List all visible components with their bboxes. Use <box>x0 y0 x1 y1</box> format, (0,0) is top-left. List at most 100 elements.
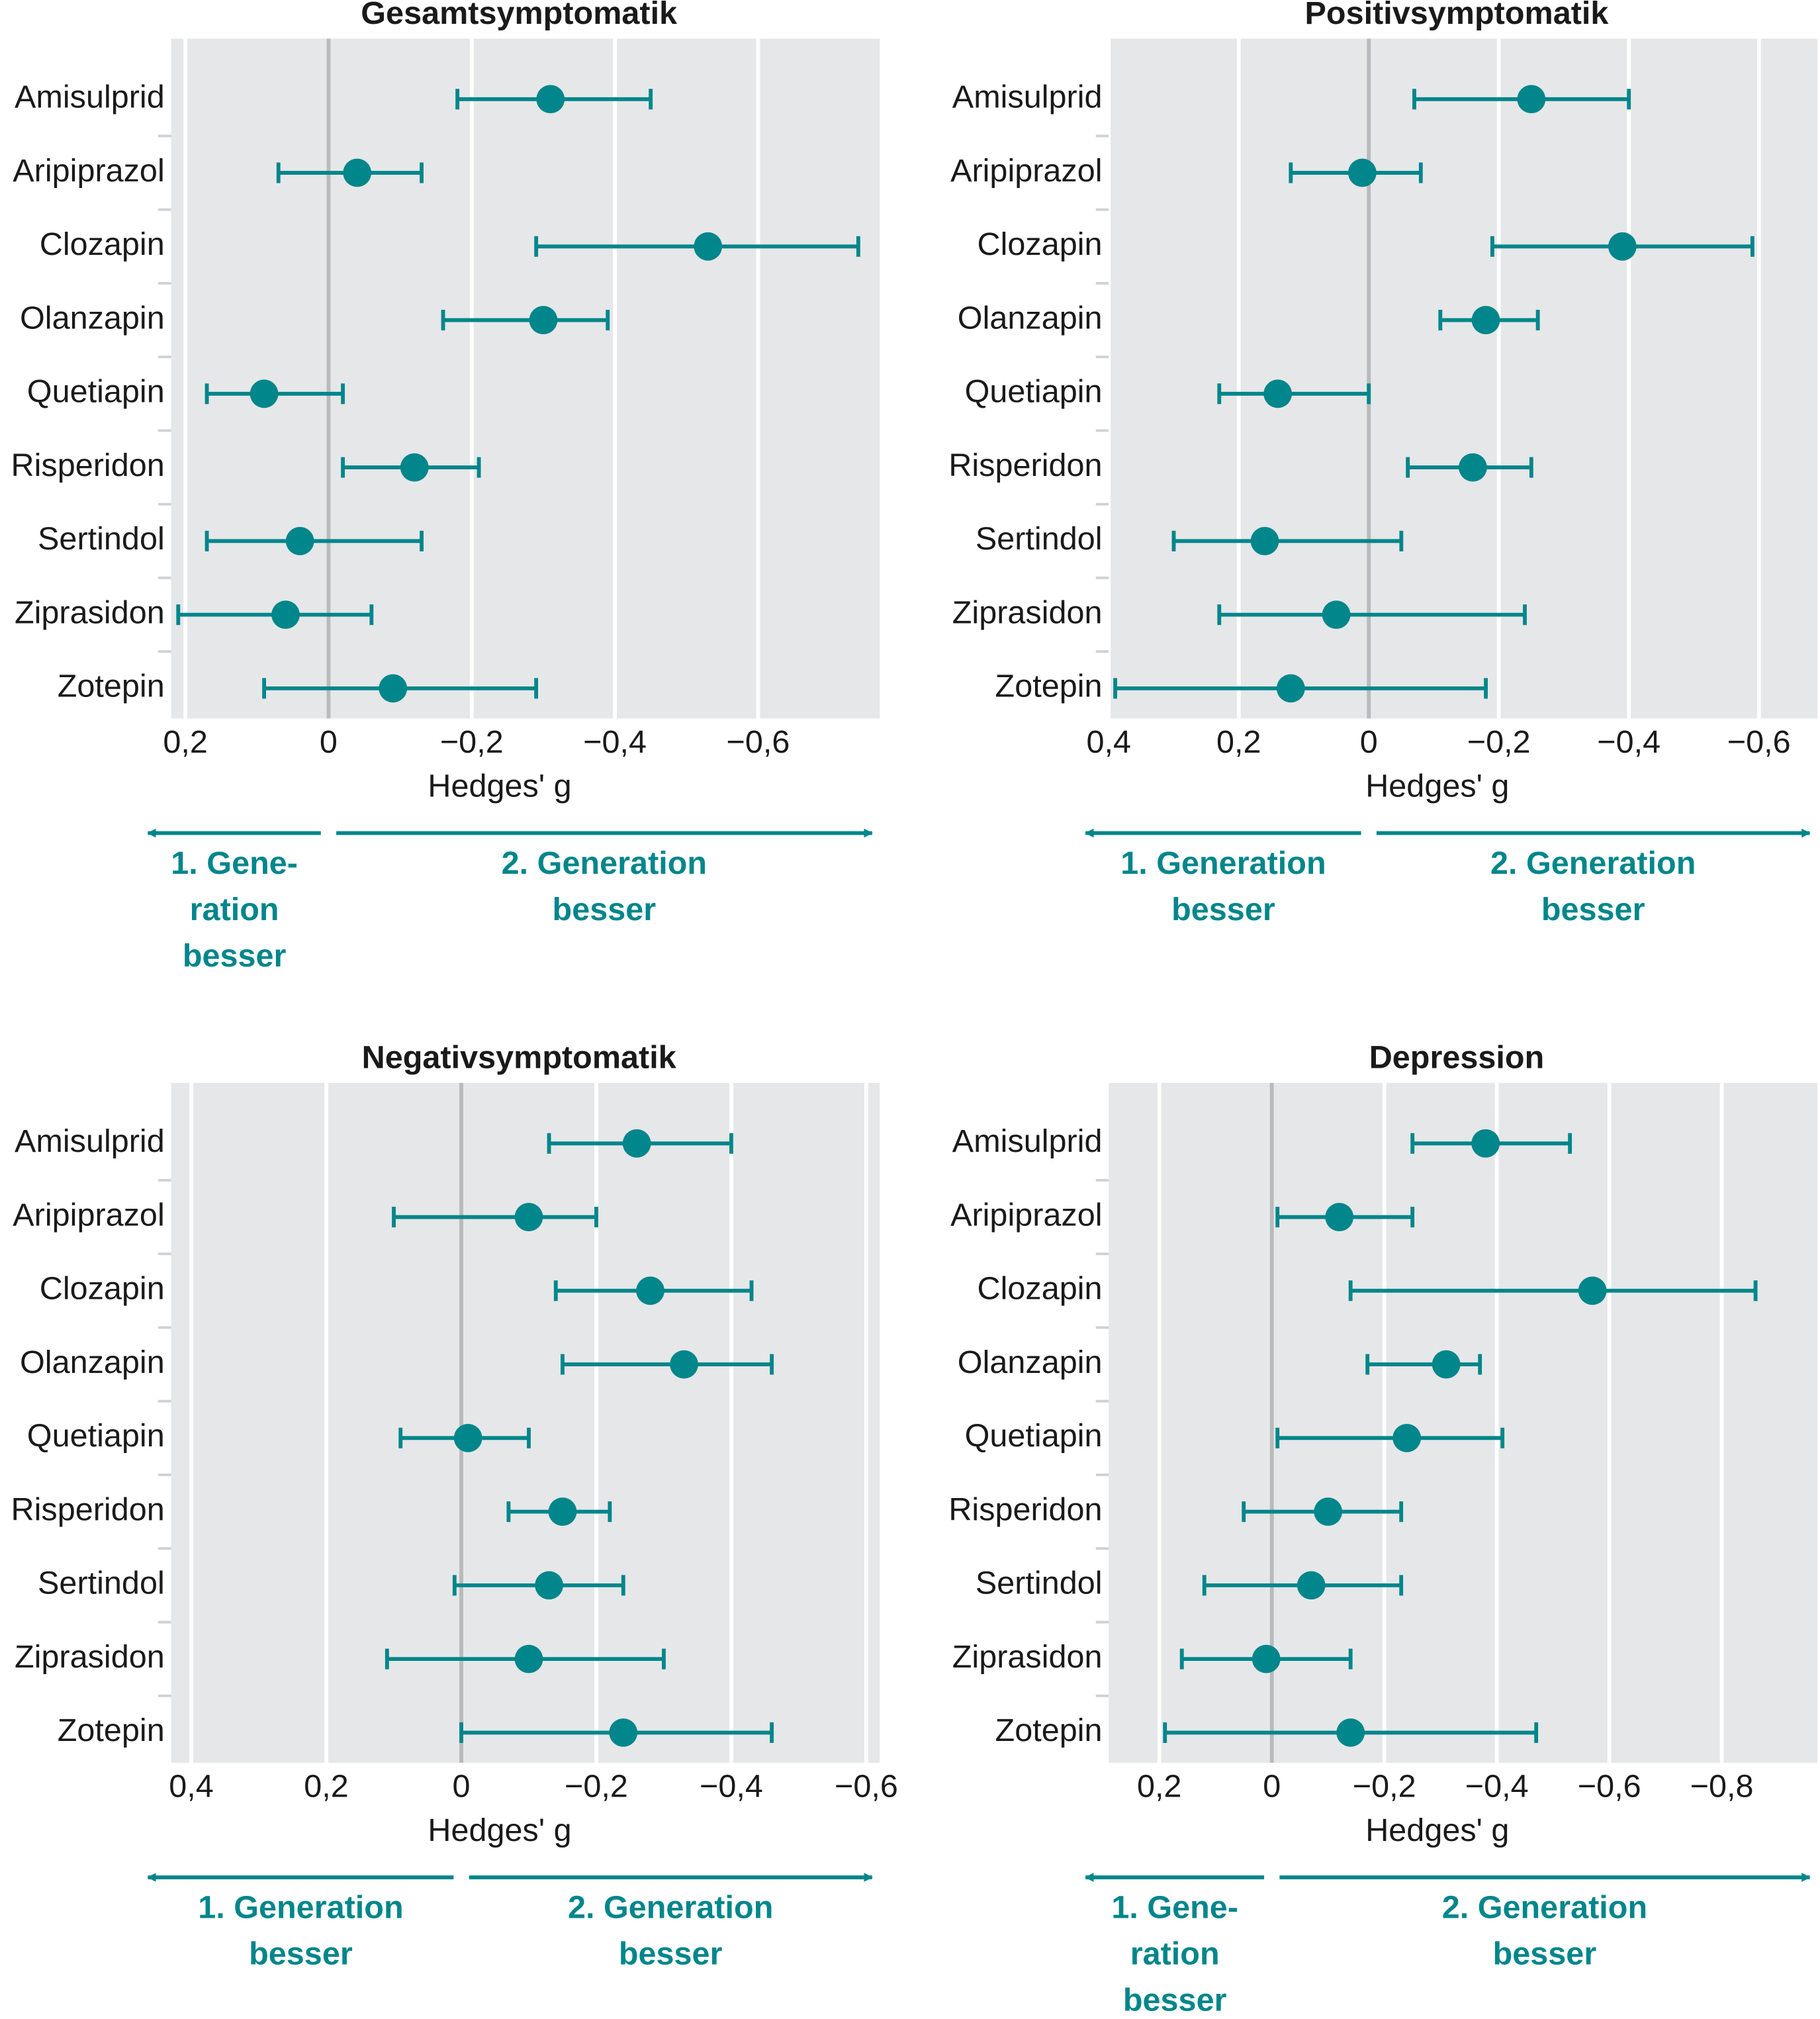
annotation-right: 2. Generation <box>1442 1889 1647 1925</box>
point <box>379 674 408 703</box>
annotation-left: besser <box>183 938 287 974</box>
category-label: Ziprasidon <box>952 594 1103 630</box>
category-label: Amisulprid <box>15 1123 165 1159</box>
annotation-left: ration <box>190 892 279 927</box>
category-label: Aripiprazol <box>13 153 164 189</box>
point <box>343 158 372 187</box>
annotation-right: 2. Generation <box>568 1889 773 1925</box>
category-label: Risperidon <box>11 1491 165 1527</box>
point <box>1471 306 1500 334</box>
point <box>1348 158 1377 187</box>
x-axis-label: Hedges' g <box>428 1812 571 1848</box>
category-label: Aripiprazol <box>950 153 1102 189</box>
annotation-right: besser <box>553 892 657 927</box>
annotation-right: besser <box>619 1936 723 1972</box>
point <box>1314 1497 1343 1526</box>
x-tick-label: −0,6 <box>1578 1769 1641 1805</box>
annotation-right: 2. Generation <box>502 845 707 881</box>
x-tick-label: 0,4 <box>169 1769 214 1805</box>
category-label: Sertindol <box>38 521 165 557</box>
x-tick-label: −0,4 <box>700 1769 763 1805</box>
x-tick-label: 0,4 <box>1086 724 1131 760</box>
plot-background <box>1109 1082 1818 1763</box>
x-tick-label: −0,2 <box>565 1769 628 1805</box>
category-label: Olanzapin <box>958 1344 1103 1380</box>
category-label: Aripiprazol <box>13 1197 164 1233</box>
category-label: Risperidon <box>948 447 1102 483</box>
category-label: Quetiapin <box>27 1418 165 1454</box>
category-label: Olanzapin <box>20 300 165 336</box>
panel-title: Positivsymptomatik <box>1305 0 1610 31</box>
category-label: Zotepin <box>995 669 1103 704</box>
annotation-right: 2. Generation <box>1490 845 1696 881</box>
category-label: Amisulprid <box>952 1123 1103 1159</box>
category-label: Clozapin <box>978 1271 1103 1307</box>
x-tick-label: −0,2 <box>1353 1769 1416 1805</box>
category-label: Clozapin <box>978 226 1103 262</box>
annotation-right: besser <box>1493 1936 1597 1972</box>
category-label: Amisulprid <box>15 79 165 115</box>
annotation-left: ration <box>1130 1936 1220 1972</box>
category-label: Olanzapin <box>958 300 1103 336</box>
category-label: Risperidon <box>948 1491 1102 1527</box>
category-label: Clozapin <box>40 226 165 262</box>
category-label: Ziprasidon <box>15 1639 165 1675</box>
point <box>1263 379 1293 408</box>
category-label: Quetiapin <box>965 1418 1103 1454</box>
x-axis-label: Hedges' g <box>428 768 571 804</box>
point <box>1325 1203 1354 1231</box>
point <box>1250 526 1279 555</box>
annotation-left: besser <box>1123 1983 1227 2018</box>
point <box>609 1718 638 1747</box>
x-tick-label: 0 <box>1360 724 1378 760</box>
x-tick-label: −0,2 <box>440 724 504 760</box>
x-tick-label: −0,2 <box>1467 724 1531 760</box>
annotation-left: 1. Generation <box>198 1889 403 1925</box>
x-axis-label: Hedges' g <box>1365 768 1509 804</box>
point <box>271 600 300 630</box>
point <box>1459 453 1487 482</box>
x-tick-label: 0,2 <box>1137 1769 1182 1805</box>
annotation-left: 1. Gene- <box>171 845 298 881</box>
point <box>1578 1276 1607 1305</box>
category-label: Amisulprid <box>952 79 1103 115</box>
category-label: Ziprasidon <box>952 1639 1103 1675</box>
point <box>1471 1129 1500 1158</box>
category-label: Zotepin <box>995 1713 1103 1748</box>
panel-title: Gesamtsymptomatik <box>361 0 678 31</box>
point <box>535 1571 563 1600</box>
category-label: Aripiprazol <box>950 1197 1102 1233</box>
x-tick-label: −0,4 <box>1597 724 1661 760</box>
annotation-left: besser <box>249 1936 353 1972</box>
x-tick-label: 0 <box>320 724 338 760</box>
x-tick-label: −0,6 <box>835 1769 898 1805</box>
category-label: Sertindol <box>38 1566 165 1601</box>
category-label: Zotepin <box>58 1713 165 1748</box>
x-tick-label: 0 <box>453 1769 471 1805</box>
point <box>1336 1718 1365 1747</box>
x-tick-label: 0,2 <box>1216 724 1261 760</box>
point <box>548 1497 577 1526</box>
point <box>400 453 429 482</box>
x-tick-label: −0,6 <box>726 724 790 760</box>
point <box>670 1350 698 1379</box>
point <box>694 232 723 261</box>
point <box>622 1129 651 1158</box>
x-tick-label: 0 <box>1263 1769 1281 1805</box>
point <box>285 526 314 555</box>
point <box>453 1423 482 1452</box>
point <box>636 1276 664 1305</box>
point <box>1251 1644 1281 1673</box>
point <box>1517 85 1546 114</box>
x-tick-label: −0,4 <box>583 724 647 760</box>
x-tick-label: −0,8 <box>1690 1769 1754 1805</box>
category-label: Clozapin <box>40 1271 165 1307</box>
category-label: Ziprasidon <box>15 594 165 630</box>
point <box>536 85 565 114</box>
panel-title: Negativsymptomatik <box>362 1040 677 1076</box>
annotation-left: 1. Generation <box>1120 845 1326 881</box>
x-tick-label: −0,6 <box>1727 724 1791 760</box>
point <box>250 379 279 408</box>
